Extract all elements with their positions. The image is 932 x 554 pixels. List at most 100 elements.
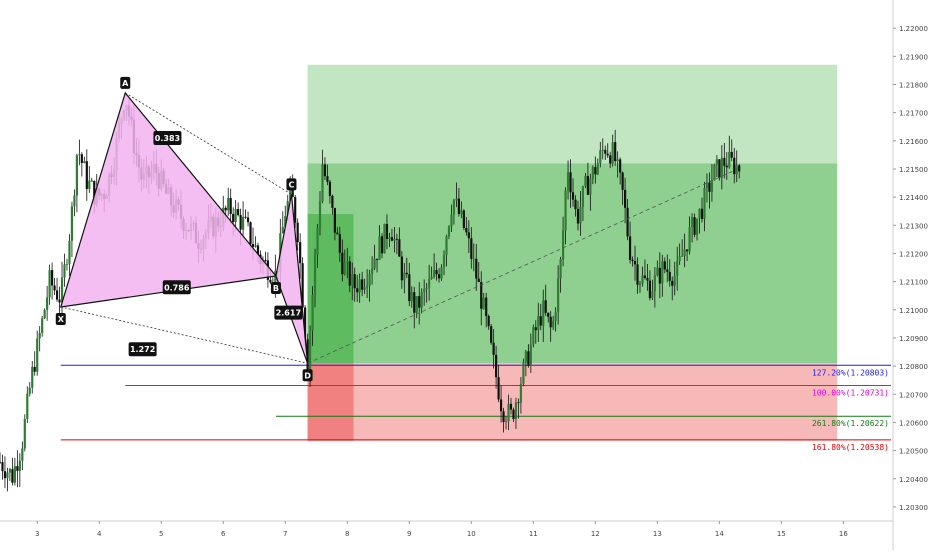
price-tick-label: 1.20600 xyxy=(899,419,928,427)
candle-body xyxy=(23,419,26,449)
fib-label: 127.20%(1.20803) xyxy=(812,368,889,377)
candle-body xyxy=(720,157,723,178)
price-tick-label: 1.21600 xyxy=(899,138,928,146)
candle-body xyxy=(63,264,66,278)
time-tick-label: 13 xyxy=(653,530,662,538)
candle-body xyxy=(566,172,570,191)
candle-body xyxy=(418,296,421,308)
candle-body xyxy=(254,245,257,247)
candle-body xyxy=(80,154,83,163)
candle-body xyxy=(653,275,656,292)
candle-body xyxy=(497,377,500,400)
candle-body xyxy=(338,234,341,253)
ratio-label: 0.786 xyxy=(164,283,190,292)
candle-body xyxy=(646,277,649,281)
ratio-marker xyxy=(162,280,191,295)
candle-body xyxy=(274,270,277,284)
price-tick-label: 1.21300 xyxy=(899,222,928,230)
time-tick-label: 11 xyxy=(529,530,538,538)
time-tick-label: 6 xyxy=(221,530,226,538)
ratio-marker xyxy=(128,342,157,357)
candle-body xyxy=(581,186,585,207)
candle-body xyxy=(462,210,465,228)
candle-body xyxy=(85,161,88,189)
candle-body xyxy=(591,166,594,179)
candle-body xyxy=(631,259,634,262)
candle-body xyxy=(306,339,309,374)
candle-body xyxy=(53,285,56,291)
candle-body xyxy=(440,267,443,279)
candle-body xyxy=(547,312,550,317)
candle-body xyxy=(244,216,247,218)
candle-body xyxy=(619,159,622,173)
candle-body xyxy=(363,287,366,290)
point-label-x: X xyxy=(58,315,65,324)
candle-body xyxy=(380,236,384,254)
candle-body xyxy=(256,245,260,255)
candle-body xyxy=(249,222,252,244)
candle-body xyxy=(487,316,490,327)
candle-body xyxy=(480,282,483,309)
harmonic-pattern: X A B C D 0.383 0.786 2.617 1.272 xyxy=(55,76,739,382)
candle-body xyxy=(633,261,637,265)
xd-dotted-line xyxy=(60,306,308,364)
ratio-label: 0.383 xyxy=(155,134,180,143)
candle-body xyxy=(671,280,674,286)
price-tick-label: 1.20700 xyxy=(899,391,928,399)
candle-body xyxy=(710,180,714,192)
candle-body xyxy=(698,208,701,219)
candle-body xyxy=(88,180,91,189)
candle-body xyxy=(398,239,401,257)
candle-body xyxy=(594,166,597,175)
candle-body xyxy=(477,278,480,283)
candle-body xyxy=(529,344,532,366)
price-tick-label: 1.20300 xyxy=(899,504,928,512)
candle-body xyxy=(559,259,562,279)
candle-body xyxy=(21,448,24,461)
candle-body xyxy=(246,217,250,223)
candle-body xyxy=(366,285,369,288)
candle-body xyxy=(723,157,726,166)
fib-label: 161.80%(1.20538) xyxy=(812,443,889,452)
candle-body xyxy=(604,149,607,154)
candle-body xyxy=(507,403,510,422)
point-marker xyxy=(286,178,297,191)
candle-body xyxy=(455,198,458,201)
candle-body xyxy=(227,198,230,211)
candle-body xyxy=(668,271,671,281)
candle-body xyxy=(586,176,589,195)
candle-body xyxy=(8,469,12,473)
candle-body xyxy=(60,277,64,303)
candle-body xyxy=(0,461,2,463)
candle-body xyxy=(656,267,659,276)
candle-body xyxy=(291,186,294,198)
candle-body xyxy=(512,409,515,420)
candle-body xyxy=(666,269,669,272)
candle-body xyxy=(294,197,297,223)
candle-body xyxy=(75,155,78,196)
candle-body xyxy=(368,273,371,286)
candle-body xyxy=(718,159,721,178)
candle-body xyxy=(16,466,19,471)
time-tick-label: 16 xyxy=(839,530,848,538)
point-label-c: C xyxy=(289,180,295,189)
candle-body xyxy=(395,238,398,240)
candle-body xyxy=(437,274,441,279)
candle-body xyxy=(383,223,386,254)
time-tick-label: 7 xyxy=(283,530,287,538)
candle-body xyxy=(26,393,29,420)
candle-body xyxy=(41,318,44,333)
time-tick-label: 14 xyxy=(715,530,724,538)
candle-body xyxy=(561,230,565,260)
point-marker xyxy=(120,76,131,89)
candle-body xyxy=(284,216,287,227)
candle-body xyxy=(348,261,351,286)
candle-body xyxy=(447,226,451,237)
candle-body xyxy=(628,236,632,260)
candle-body xyxy=(676,261,679,276)
candle-body xyxy=(465,227,468,233)
candle-body xyxy=(55,290,59,300)
candle-body xyxy=(321,164,324,202)
